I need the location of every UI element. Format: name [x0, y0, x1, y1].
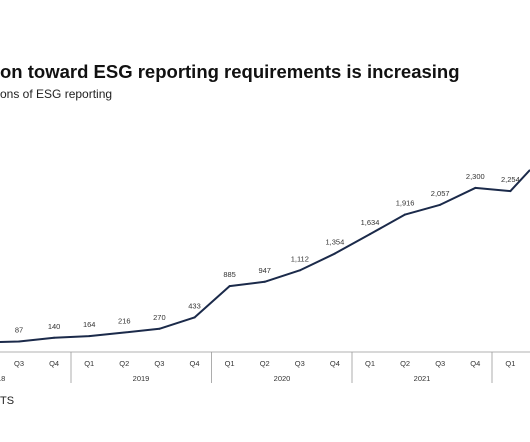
x-tick-label: Q4	[470, 359, 480, 368]
data-label: 947	[258, 266, 271, 275]
data-label: 1,112	[291, 254, 309, 263]
data-point	[88, 335, 91, 338]
data-label: 270	[153, 313, 166, 322]
data-label: 2,057	[431, 189, 450, 198]
chart-title: on toward ESG reporting requirements is …	[0, 61, 460, 82]
data-point	[333, 252, 336, 255]
data-point	[193, 316, 196, 319]
x-tick-label: Q3	[14, 359, 24, 368]
data-label: 1,634	[361, 218, 380, 227]
data-point	[404, 213, 407, 216]
x-tick-label: Q1	[84, 359, 94, 368]
x-tick-label: Q3	[435, 359, 445, 368]
x-tick-label: Q1	[365, 359, 375, 368]
series-line	[0, 169, 530, 343]
data-point	[53, 336, 56, 339]
data-point	[263, 280, 266, 283]
data-point	[369, 233, 371, 236]
x-tick-label: Q3	[295, 359, 305, 368]
x-tick-label: Q2	[119, 359, 129, 368]
data-label: 164	[83, 320, 96, 329]
x-tick-label: Q4	[189, 359, 199, 368]
x-tick-label: Q4	[49, 359, 59, 368]
x-tick-label: Q1	[225, 359, 235, 368]
year-label: 2020	[274, 374, 291, 383]
data-label: 2,254	[501, 175, 520, 184]
data-point	[509, 190, 512, 193]
data-point	[439, 203, 442, 206]
data-label: 1,354	[326, 238, 345, 247]
x-tick-label: Q4	[330, 359, 340, 368]
data-point	[158, 327, 161, 330]
year-label: 2019	[133, 374, 150, 383]
data-label: 140	[48, 322, 61, 331]
x-tick-label: Q2	[400, 359, 410, 368]
data-point	[298, 269, 301, 272]
data-point	[18, 340, 20, 343]
data-label: 1,916	[396, 199, 415, 208]
data-label: 433	[188, 301, 201, 310]
x-tick-label: Q2	[260, 359, 270, 368]
data-label: 87	[15, 325, 23, 334]
data-point	[228, 285, 231, 288]
year-label: 18	[0, 374, 5, 383]
data-point	[474, 186, 477, 189]
data-label: 2,300	[466, 172, 485, 181]
year-label: 2021	[414, 374, 431, 383]
chart-subtitle: ons of ESG reporting	[0, 87, 113, 101]
x-tick-label: Q1	[505, 359, 515, 368]
data-label: 885	[223, 270, 236, 279]
chart-source: TS	[0, 395, 15, 407]
data-label: 216	[118, 317, 131, 326]
x-tick-label: Q3	[154, 359, 164, 368]
data-point	[123, 331, 126, 334]
